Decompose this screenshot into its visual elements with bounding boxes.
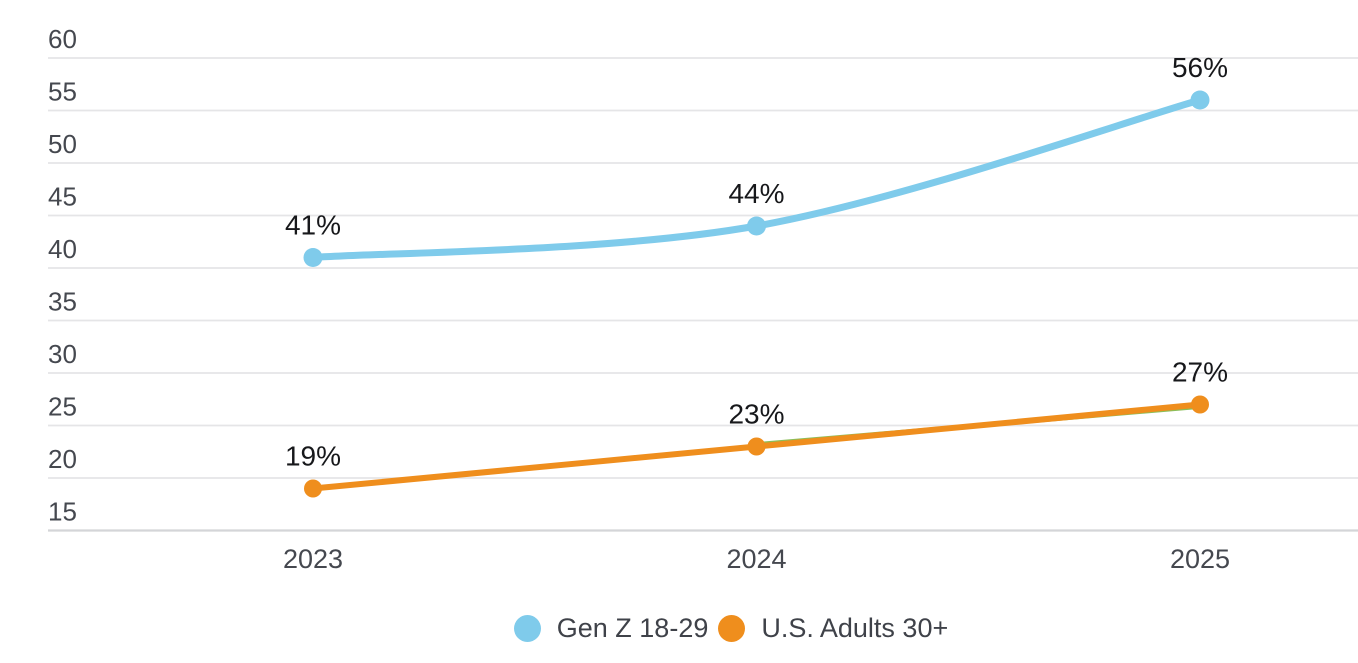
y-axis-tick-label: 30 (48, 339, 77, 369)
x-axis-tick-label: 2025 (1170, 544, 1230, 574)
data-point-label: 44% (728, 178, 784, 209)
legend-label-us-adults: U.S. Adults 30+ (761, 612, 949, 643)
legend-dot-gen-z-icon (513, 614, 541, 642)
y-axis-tick-label: 45 (48, 182, 77, 212)
x-axis-tick-label: 2024 (726, 544, 786, 574)
legend-dot-us-adults-icon (718, 614, 746, 642)
y-axis-tick-label: 35 (48, 287, 77, 317)
y-axis-tick-label: 15 (48, 497, 77, 527)
x-axis-tick-label: 2023 (283, 544, 343, 574)
legend-item-gen-z: Gen Z 18-29 (513, 612, 709, 643)
data-point-label: 23% (728, 399, 784, 430)
data-point-label: 41% (285, 210, 341, 241)
data-point-label: 56% (1172, 52, 1228, 83)
chart-legend: Gen Z 18-29 U.S. Adults 30+ (52, 598, 1358, 658)
y-axis-tick-label: 55 (48, 77, 77, 107)
data-point (1190, 90, 1210, 110)
data-point (1191, 395, 1209, 414)
y-axis-tick-label: 60 (48, 24, 77, 54)
y-axis-tick-label: 20 (48, 444, 77, 474)
data-point (747, 216, 766, 236)
chart-canvas: 60 55 50 45 40 35 30 25 20 15 2023 2024 2025 41% 44% 56… (48, 24, 1358, 574)
data-point-label: 27% (1172, 357, 1228, 388)
data-point-label: 19% (285, 441, 341, 472)
data-point (304, 479, 322, 498)
y-axis-tick-label: 40 (48, 234, 77, 264)
data-point (747, 437, 766, 456)
y-axis-tick-label: 50 (48, 129, 77, 159)
legend-label-gen-z: Gen Z 18-29 (556, 612, 709, 643)
y-axis-tick-label: 25 (48, 392, 77, 422)
data-point (303, 248, 323, 267)
legend-item-us-adults: U.S. Adults 30+ (718, 612, 949, 643)
